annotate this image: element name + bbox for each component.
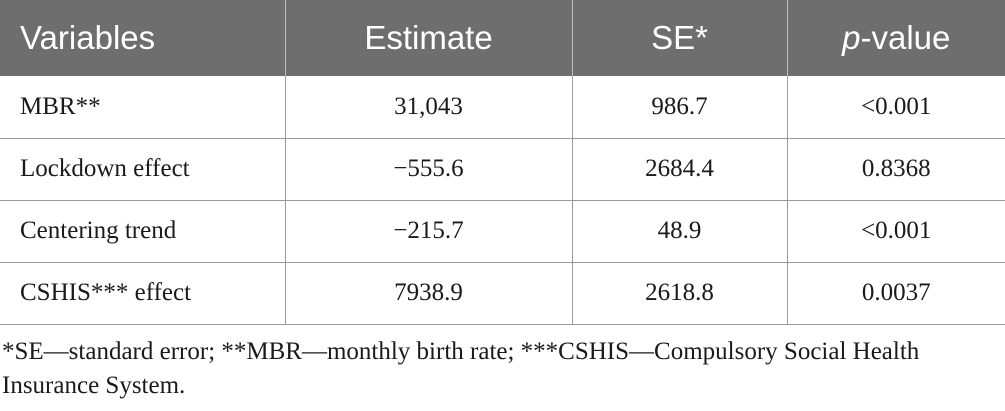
header-variables: Variables — [0, 0, 286, 76]
cell-se: 48.9 — [572, 200, 788, 263]
results-table: Variables Estimate SE* p-value MBR** 31,… — [0, 0, 1005, 325]
header-pvalue-p: p — [842, 19, 861, 56]
results-table-container: Variables Estimate SE* p-value MBR** 31,… — [0, 0, 1005, 325]
cell-estimate: −555.6 — [285, 138, 573, 201]
cell-estimate: 31,043 — [285, 76, 573, 139]
cell-variable: CSHIS*** effect — [0, 262, 286, 325]
cell-se: 2684.4 — [572, 138, 788, 201]
header-se: SE* — [572, 0, 788, 76]
table-row: MBR** 31,043 986.7 <0.001 — [0, 76, 1005, 139]
table-row: CSHIS*** effect 7938.9 2618.8 0.0037 — [0, 262, 1005, 325]
cell-variable: MBR** — [0, 76, 286, 139]
table-body: MBR** 31,043 986.7 <0.001 Lockdown effec… — [0, 76, 1005, 325]
cell-estimate: 7938.9 — [285, 262, 573, 325]
cell-variable: Lockdown effect — [0, 138, 286, 201]
cell-se: 986.7 — [572, 76, 788, 139]
header-row: Variables Estimate SE* p-value — [0, 0, 1005, 76]
header-pvalue: p-value — [787, 0, 1005, 76]
cell-variable: Centering trend — [0, 200, 286, 263]
cell-estimate: −215.7 — [285, 200, 573, 263]
table-header: Variables Estimate SE* p-value — [0, 0, 1005, 76]
header-estimate: Estimate — [285, 0, 573, 76]
cell-pvalue: <0.001 — [787, 76, 1005, 139]
cell-pvalue: 0.8368 — [787, 138, 1005, 201]
cell-se: 2618.8 — [572, 262, 788, 325]
cell-pvalue: <0.001 — [787, 200, 1005, 263]
table-row: Lockdown effect −555.6 2684.4 0.8368 — [0, 138, 1005, 201]
table-row: Centering trend −215.7 48.9 <0.001 — [0, 200, 1005, 263]
table-footnote: *SE—standard error; **MBR—monthly birth … — [2, 338, 920, 399]
cell-pvalue: 0.0037 — [787, 262, 1005, 325]
header-pvalue-suffix: -value — [860, 19, 951, 56]
